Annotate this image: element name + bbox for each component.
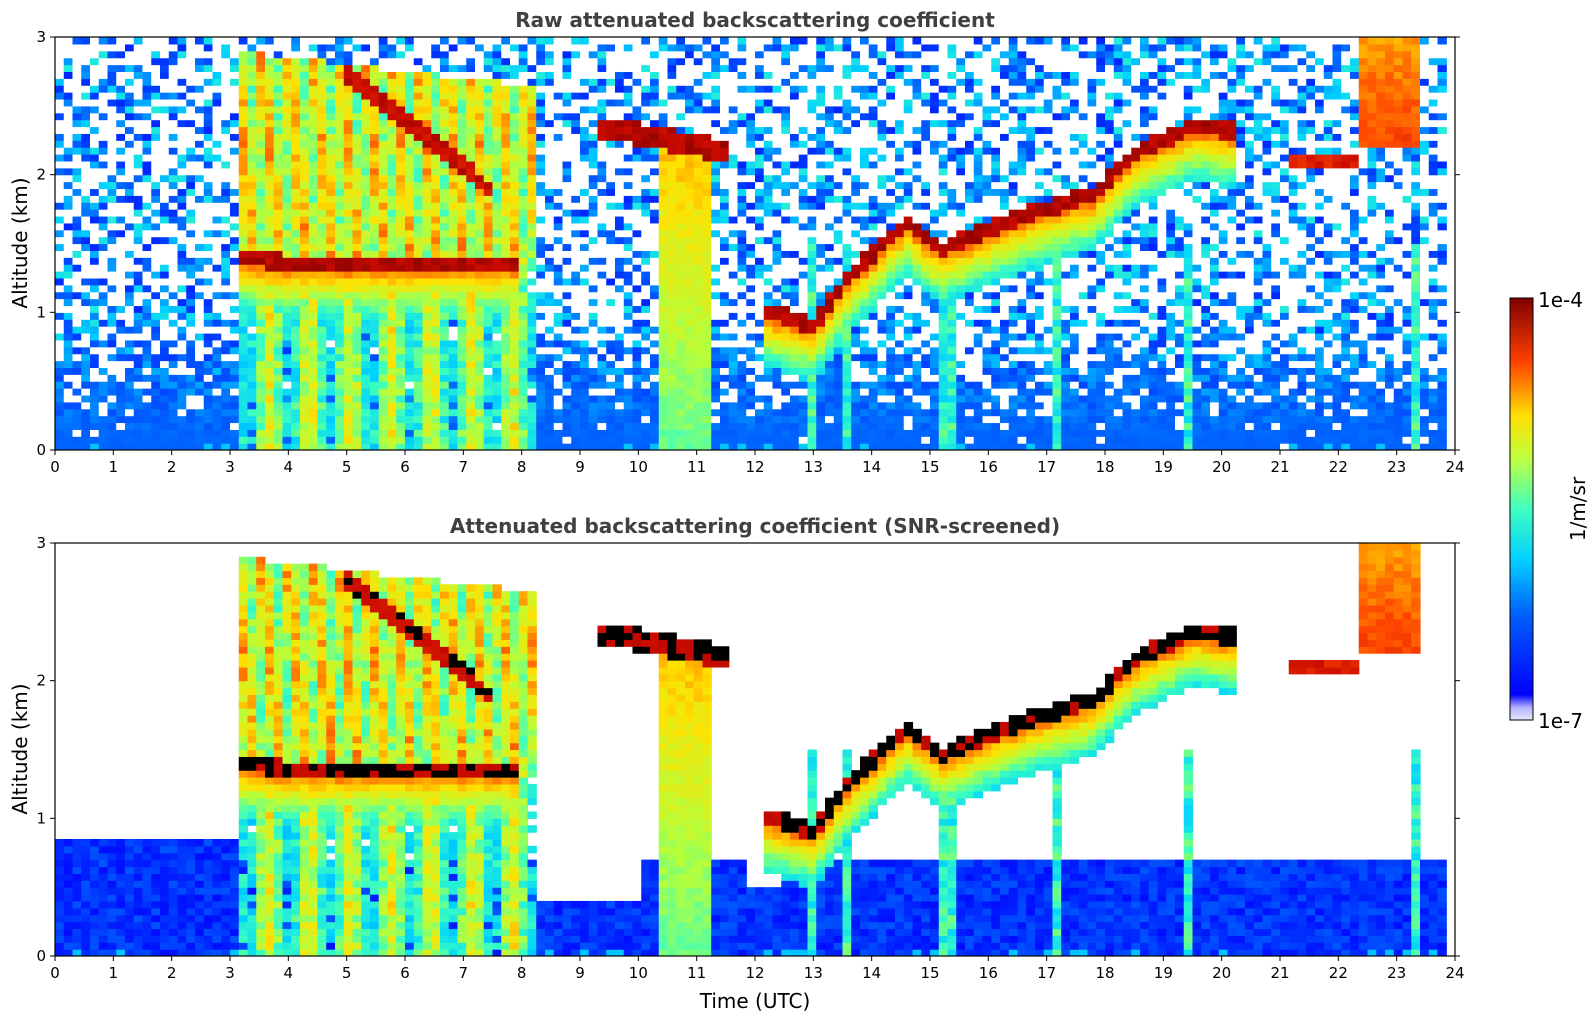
x-tick-label: 4 [284,458,294,476]
panel2-heatmap [55,543,1455,956]
panel2-xlabel: Time (UTC) [699,989,811,1013]
panel2-axes: 0 1 2 3 4 5 6 7 8 9 10 11 12 13 14 15 16 17 18 19 20 21 22 23 24… [36,534,1464,982]
x-tick-label: 15 [920,964,939,982]
x-tick-label: 20 [1212,964,1231,982]
x-tick-label: 1 [109,964,119,982]
x-tick-label: 10 [629,964,648,982]
colorbar [1509,297,1534,721]
panel1-ylabel: Altitude (km) [8,177,32,308]
x-tick-label: 21 [1270,458,1289,476]
x-tick-label: 18 [1095,964,1114,982]
x-tick-label: 9 [575,964,585,982]
x-tick-label: 17 [1037,964,1056,982]
x-tick-label: 5 [342,458,352,476]
x-tick-label: 3 [225,458,235,476]
x-tick-label: 5 [342,964,352,982]
x-tick-label: 11 [687,964,706,982]
x-tick-label: 11 [687,458,706,476]
x-tick-label: 20 [1212,458,1231,476]
x-tick-label: 1 [109,458,119,476]
x-tick-label: 13 [804,458,823,476]
x-tick-label: 19 [1154,458,1173,476]
x-tick-label: 2 [167,458,177,476]
y-tick-label: 0 [36,441,46,459]
x-tick-label: 9 [575,458,585,476]
x-tick-label: 18 [1095,458,1114,476]
x-tick-label: 22 [1329,458,1348,476]
panel1-axes: 0 1 2 3 4 5 6 7 8 9 10 11 12 13 14 15 16 17 18 19 20 21 22 23 24… [36,28,1464,476]
panel1-heatmap [55,37,1455,450]
x-tick-label: 24 [1445,458,1464,476]
x-tick-label: 14 [862,458,881,476]
panel2-ylabel: Altitude (km) [8,683,32,814]
x-tick-label: 14 [862,964,881,982]
colorbar-max-label: 1e-4 [1538,288,1583,312]
x-tick-label: 24 [1445,964,1464,982]
x-tick-label: 4 [284,964,294,982]
panel2-title: Attenuated backscattering coefficient (S… [450,514,1060,538]
y-tick-label: 0 [36,947,46,965]
y-tick-label: 2 [36,166,46,184]
x-tick-label: 0 [50,964,60,982]
x-tick-label: 16 [979,458,998,476]
y-tick-label: 3 [36,534,46,552]
x-tick-label: 7 [459,458,469,476]
x-tick-label: 3 [225,964,235,982]
x-tick-label: 2 [167,964,177,982]
y-tick-label: 3 [36,28,46,46]
x-tick-label: 10 [629,458,648,476]
x-tick-label: 0 [50,458,60,476]
colorbar-unit-label: 1/m/sr [1566,476,1590,541]
x-tick-label: 8 [517,458,527,476]
x-tick-label: 8 [517,964,527,982]
panel1-title: Raw attenuated backscattering coefficien… [515,8,995,32]
y-tick-label: 1 [36,303,46,321]
colorbar-min-label: 1e-7 [1538,709,1583,733]
x-tick-label: 21 [1270,964,1289,982]
x-tick-label: 22 [1329,964,1348,982]
x-tick-label: 23 [1387,964,1406,982]
x-tick-label: 6 [400,964,410,982]
y-tick-label: 2 [36,672,46,690]
x-tick-label: 6 [400,458,410,476]
y-tick-label: 1 [36,809,46,827]
x-tick-label: 19 [1154,964,1173,982]
x-tick-label: 7 [459,964,469,982]
x-tick-label: 23 [1387,458,1406,476]
x-tick-label: 15 [920,458,939,476]
x-tick-label: 12 [745,964,764,982]
x-tick-label: 16 [979,964,998,982]
x-tick-label: 12 [745,458,764,476]
x-tick-label: 13 [804,964,823,982]
x-tick-label: 17 [1037,458,1056,476]
